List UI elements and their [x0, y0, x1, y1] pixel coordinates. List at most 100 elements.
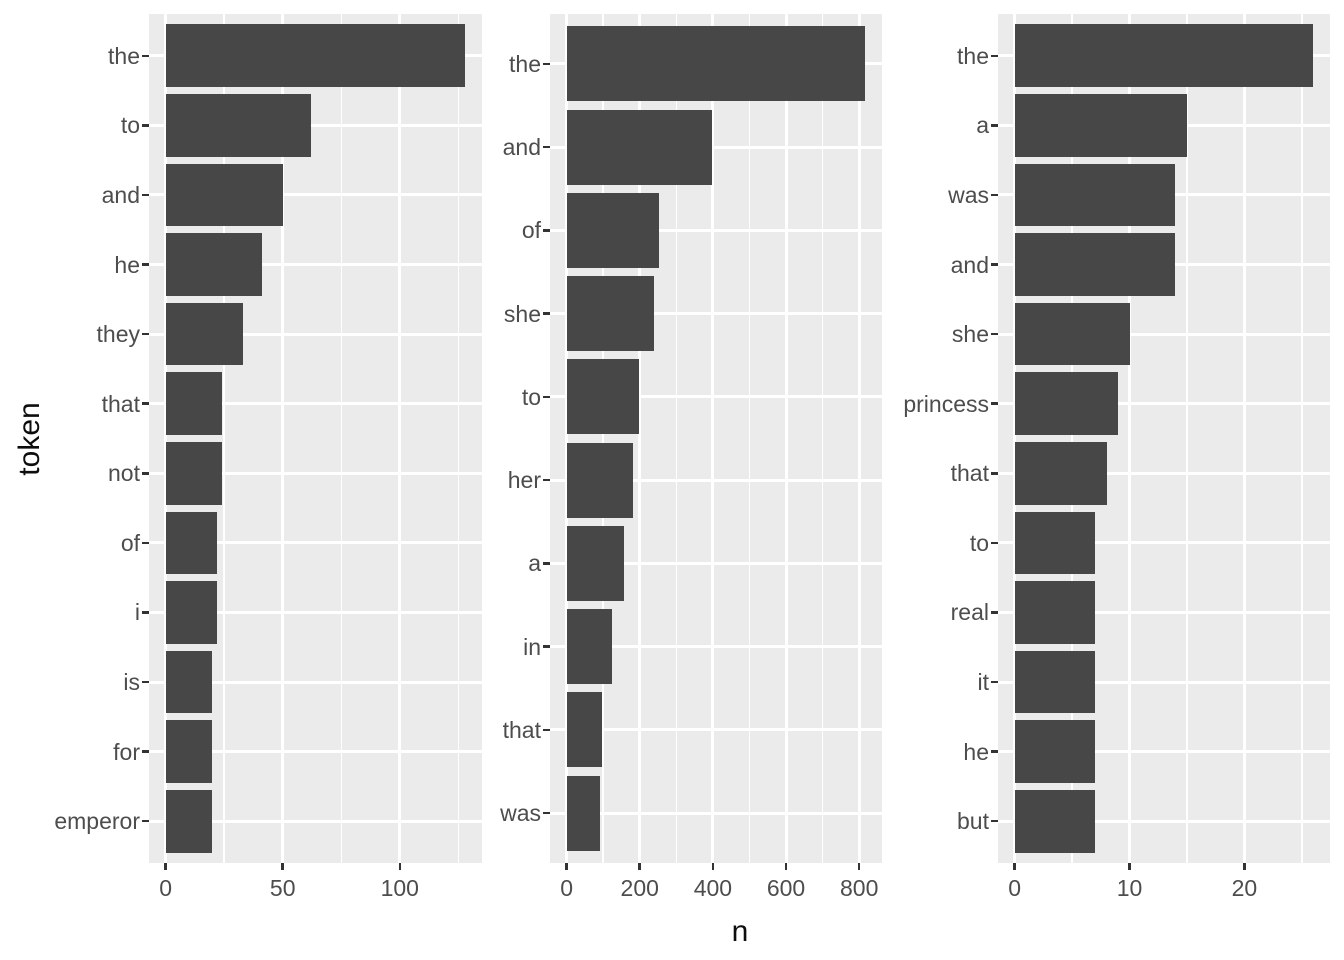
y-tick-mark	[991, 193, 998, 197]
facet-panel-2	[550, 14, 882, 863]
bar	[566, 442, 633, 518]
bar	[165, 650, 213, 714]
x-tick-mark	[638, 863, 641, 870]
gridline-minor-v	[1301, 14, 1303, 863]
y-tick-mark	[142, 611, 149, 614]
x-axis-title: n	[731, 915, 749, 948]
y-tick-label: is	[123, 669, 140, 696]
gridline-major-h	[550, 395, 882, 399]
y-tick-mark	[991, 332, 998, 336]
gridline-major-h	[998, 402, 1330, 406]
gridline-major-h	[550, 145, 882, 149]
facet-panel-1	[149, 14, 482, 863]
bar	[566, 26, 866, 102]
gridline-major-h	[149, 610, 482, 614]
y-tick-label: he	[114, 251, 140, 278]
bar	[566, 692, 603, 768]
y-tick-mark	[142, 472, 149, 475]
bar	[165, 581, 218, 644]
bar	[566, 192, 659, 268]
y-tick-mark	[142, 124, 149, 127]
y-tick-label: and	[101, 181, 140, 208]
gridline-major-v	[398, 14, 402, 863]
y-tick-mark	[991, 541, 998, 545]
gridline-major-v	[638, 14, 642, 863]
bar	[165, 511, 218, 575]
y-tick-label: to	[120, 112, 140, 139]
y-tick-mark	[991, 472, 998, 475]
y-tick-label: real	[950, 599, 989, 626]
y-tick-label: he	[963, 738, 989, 765]
gridline-major-h	[149, 332, 482, 336]
y-tick-label: a	[528, 550, 541, 577]
y-tick-label: was	[948, 181, 989, 208]
x-tick-mark	[1128, 863, 1131, 870]
y-tick-mark	[991, 263, 998, 266]
gridline-major-h	[149, 471, 482, 475]
y-tick-label: and	[950, 251, 989, 278]
bar	[165, 441, 222, 505]
x-tick-label: 0	[1008, 875, 1021, 901]
gridline-major-h	[998, 819, 1330, 823]
x-tick-label: 20	[1231, 875, 1258, 901]
bar	[165, 233, 262, 296]
gridline-major-v	[1013, 14, 1017, 863]
x-tick-mark	[164, 863, 167, 870]
gridline-major-h	[550, 561, 882, 565]
y-tick-mark	[991, 819, 998, 823]
y-tick-mark	[543, 728, 550, 732]
bar	[165, 94, 311, 157]
y-tick-mark	[991, 54, 998, 57]
y-tick-label: her	[507, 467, 541, 494]
gridline-major-h	[550, 478, 882, 482]
bar	[566, 525, 625, 601]
y-tick-mark	[543, 62, 550, 66]
gridline-major-h	[550, 811, 882, 815]
gridline-minor-v	[675, 14, 678, 863]
bar	[1014, 372, 1119, 435]
x-tick-mark	[1243, 863, 1246, 870]
gridline-major-v	[164, 14, 168, 863]
bar	[165, 163, 283, 227]
gridline-major-v	[565, 14, 569, 863]
bar	[1014, 24, 1314, 88]
y-tick-label: a	[976, 112, 989, 139]
gridline-major-v	[711, 14, 715, 863]
x-tick-label: 0	[560, 875, 573, 901]
x-tick-mark	[784, 863, 788, 870]
bar	[165, 302, 243, 366]
gridline-major-v	[784, 14, 788, 863]
x-tick-mark	[565, 863, 568, 870]
y-tick-label: in	[523, 633, 541, 660]
y-tick-label: princess	[903, 390, 989, 417]
gridline-major-h	[998, 471, 1330, 475]
gridline-major-v	[1242, 14, 1246, 863]
y-tick-mark	[991, 750, 998, 753]
y-tick-label: of	[120, 529, 140, 556]
y-tick-mark	[543, 645, 550, 648]
y-tick-mark	[142, 541, 149, 545]
gridline-major-v	[857, 14, 861, 863]
bar	[165, 789, 213, 853]
y-tick-label: that	[950, 460, 989, 487]
x-tick-label: 400	[693, 875, 733, 901]
bar	[566, 359, 640, 435]
gridline-major-h	[149, 193, 482, 197]
gridline-major-h	[149, 750, 482, 754]
gridline-major-h	[550, 645, 882, 649]
bar	[566, 775, 601, 851]
gridline-major-h	[998, 332, 1330, 336]
gridline-major-h	[550, 312, 882, 316]
gridline-minor-v	[1186, 14, 1188, 863]
gridline-major-v	[1128, 14, 1132, 863]
bar	[1014, 581, 1096, 644]
gridline-major-h	[149, 680, 482, 684]
bar	[566, 609, 612, 685]
y-tick-label: she	[951, 321, 989, 348]
bar	[1014, 94, 1187, 157]
bar	[165, 24, 466, 88]
gridline-major-h	[998, 541, 1330, 545]
y-tick-label: they	[96, 321, 140, 348]
x-tick-mark	[857, 863, 861, 870]
